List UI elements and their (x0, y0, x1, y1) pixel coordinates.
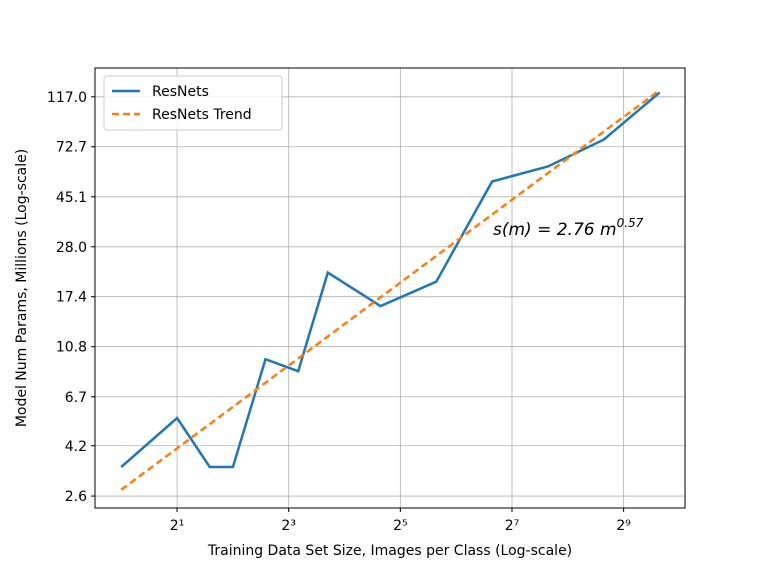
annotation: s(m) = 2.76 m0.57 (493, 216, 644, 240)
y-tick-label: 4.2 (65, 439, 87, 455)
y-axis-label: Model Num Params, Millions (Log-scale) (14, 149, 30, 427)
y-tick-label: 28.0 (56, 240, 87, 256)
y-tick-label: 10.8 (56, 340, 87, 356)
x-tick-label: 2³ (281, 518, 296, 534)
series-line (120, 91, 661, 469)
series-line (120, 89, 661, 491)
y-tick-label: 6.7 (65, 390, 87, 406)
legend-box (103, 75, 283, 131)
y-tick-label: 2.6 (65, 489, 87, 505)
plot-frame (94, 67, 686, 509)
x-tick-label: 2¹ (170, 518, 185, 534)
x-tick-label: 2⁹ (616, 518, 631, 534)
legend-label: ResNets (152, 84, 209, 100)
y-tick-label: 72.7 (56, 140, 87, 156)
x-tick-label: 2⁷ (505, 518, 520, 534)
y-tick-label: 45.1 (56, 190, 87, 206)
annotation-text: s(m) = 2.76 m (493, 220, 617, 240)
y-tick-label: 17.4 (56, 290, 87, 306)
x-tick-label: 2⁵ (393, 518, 408, 534)
x-axis-label: Training Data Set Size, Images per Class… (207, 543, 572, 559)
annotation-superscript: 0.57 (617, 216, 644, 230)
y-tick-label: 117.0 (47, 90, 87, 106)
legend-label: ResNets Trend (152, 107, 252, 123)
